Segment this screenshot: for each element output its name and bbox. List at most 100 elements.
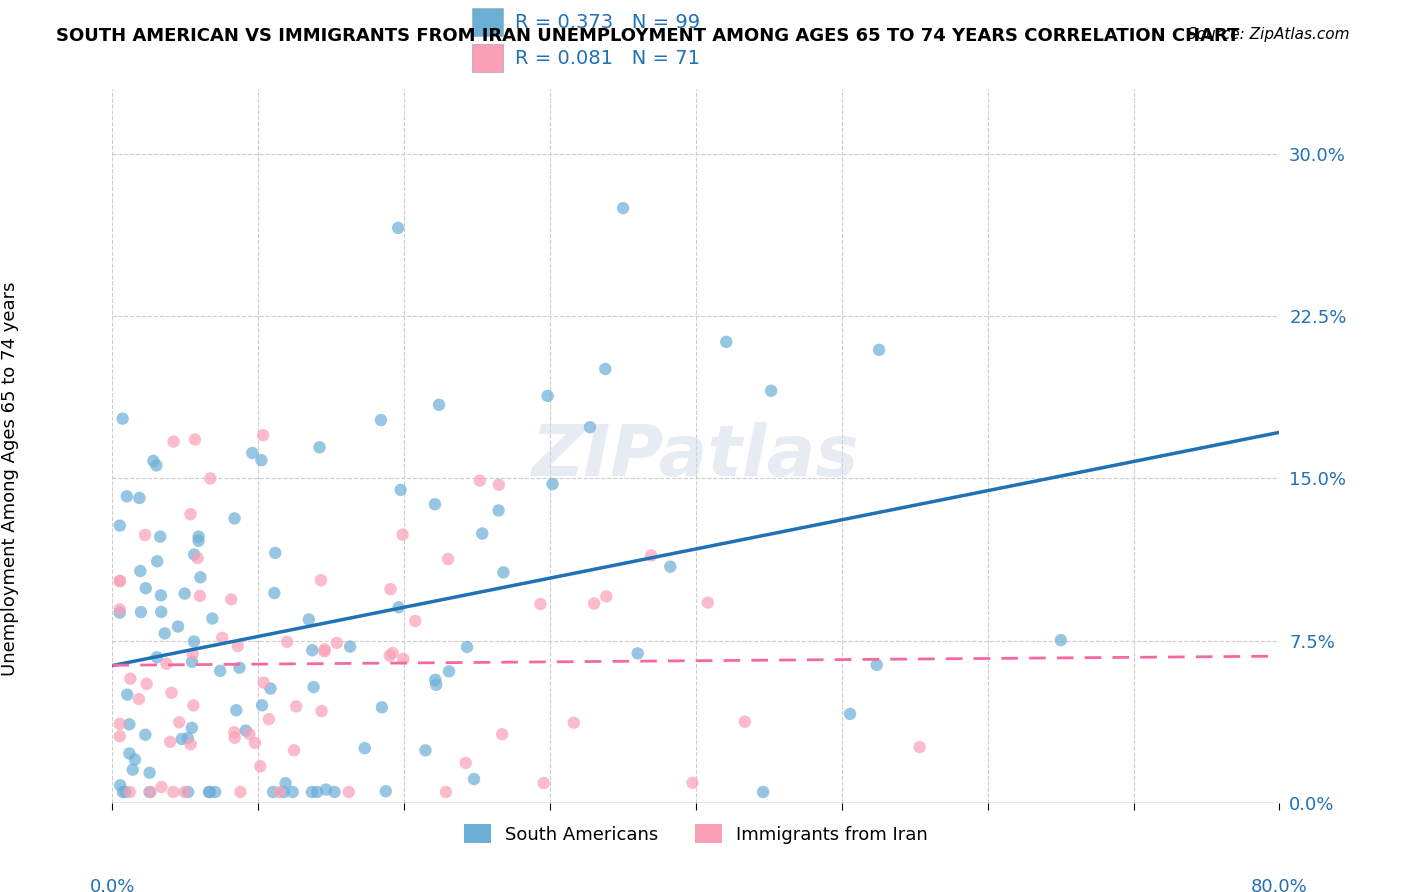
Point	[536, 389, 558, 403]
Point	[209, 664, 232, 678]
Point	[188, 589, 211, 603]
Point	[150, 780, 173, 794]
Point	[108, 574, 131, 589]
Point	[201, 611, 224, 625]
Point	[115, 688, 138, 702]
Text: 80.0%: 80.0%	[1251, 879, 1308, 892]
Point	[181, 647, 204, 661]
Point	[108, 717, 131, 731]
Point	[456, 640, 478, 654]
Point	[138, 765, 160, 780]
Point	[285, 699, 308, 714]
Point	[249, 759, 271, 773]
Point	[228, 661, 250, 675]
Point	[135, 677, 157, 691]
Point	[118, 717, 141, 731]
Point	[146, 554, 169, 568]
Point	[425, 673, 447, 687]
Point	[298, 612, 321, 626]
Point	[541, 477, 564, 491]
Point	[302, 680, 325, 694]
Point	[659, 559, 682, 574]
Point	[437, 552, 460, 566]
Point	[579, 420, 602, 434]
Point	[187, 533, 209, 548]
Point	[404, 614, 426, 628]
Point	[153, 626, 176, 640]
Point	[468, 474, 491, 488]
Point	[323, 785, 346, 799]
Point	[128, 692, 150, 706]
Point	[392, 652, 415, 666]
Point	[187, 551, 209, 566]
Point	[371, 700, 394, 714]
Point	[339, 640, 361, 654]
Point	[177, 731, 200, 745]
Point	[183, 634, 205, 648]
Point	[146, 650, 169, 665]
Point	[235, 723, 257, 738]
Point	[314, 642, 336, 657]
Point	[108, 729, 131, 743]
Point	[108, 606, 131, 620]
Point	[276, 635, 298, 649]
Point	[170, 731, 193, 746]
Point	[391, 527, 413, 541]
Point	[283, 743, 305, 757]
Point	[866, 657, 889, 672]
Point	[427, 398, 450, 412]
Point	[200, 471, 222, 485]
Point	[301, 643, 323, 657]
Point	[224, 731, 246, 745]
Point	[183, 698, 205, 713]
Point	[250, 698, 273, 713]
Text: R = 0.373   N = 99: R = 0.373 N = 99	[515, 13, 700, 32]
Point	[134, 528, 156, 542]
Text: Unemployment Among Ages 65 to 74 years: Unemployment Among Ages 65 to 74 years	[1, 281, 20, 675]
Point	[167, 715, 190, 730]
Point	[124, 752, 146, 766]
Point	[238, 727, 260, 741]
Point	[682, 776, 704, 790]
Point	[204, 785, 226, 799]
Point	[162, 785, 184, 799]
Point	[380, 582, 402, 597]
Point	[454, 756, 477, 770]
Point	[423, 497, 446, 511]
Point	[488, 477, 510, 491]
Point	[437, 665, 460, 679]
Point	[415, 743, 437, 757]
Point	[183, 548, 205, 562]
Point	[434, 785, 457, 799]
Point	[425, 678, 447, 692]
Point	[181, 655, 204, 669]
Point	[640, 549, 662, 563]
Point	[308, 440, 330, 454]
Point	[211, 631, 233, 645]
Point	[612, 201, 634, 215]
Point	[243, 736, 266, 750]
Point	[309, 573, 332, 587]
Point	[301, 785, 323, 799]
Point	[908, 740, 931, 755]
Point	[190, 570, 212, 584]
Point	[250, 453, 273, 467]
Point	[337, 785, 360, 799]
Point	[111, 785, 134, 799]
Point	[583, 597, 606, 611]
Point	[389, 483, 412, 497]
Point	[491, 727, 513, 741]
Point	[108, 574, 131, 588]
Point	[1050, 633, 1073, 648]
Point	[839, 706, 862, 721]
Point	[759, 384, 782, 398]
Point	[353, 741, 375, 756]
Point	[139, 785, 162, 799]
Point	[314, 644, 336, 658]
Point	[273, 785, 295, 799]
Point	[142, 454, 165, 468]
Point	[374, 784, 396, 798]
Point	[627, 647, 650, 661]
Point	[160, 686, 183, 700]
Point	[162, 434, 184, 449]
